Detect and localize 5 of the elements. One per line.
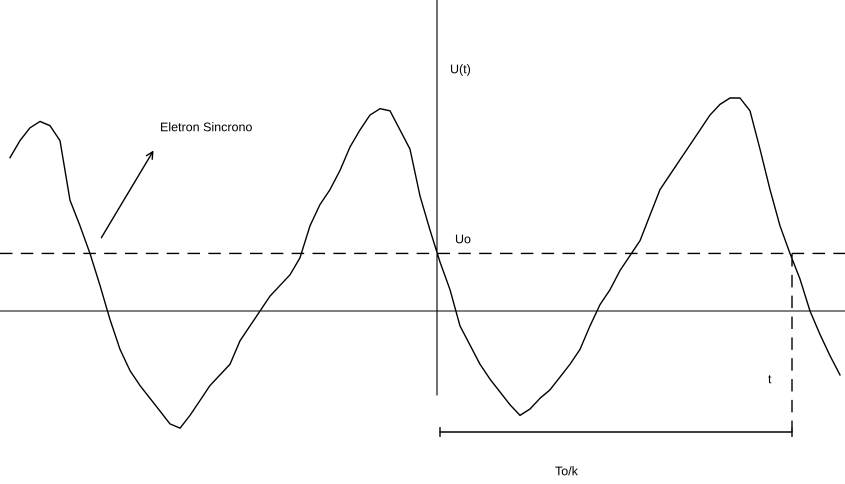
text: To/k: [555, 466, 578, 476]
annotation: t: [768, 375, 772, 384]
annotation: Uo: [456, 234, 470, 244]
annotation: Eletron Sincrono: [161, 122, 252, 132]
text: U(t): [450, 64, 470, 76]
